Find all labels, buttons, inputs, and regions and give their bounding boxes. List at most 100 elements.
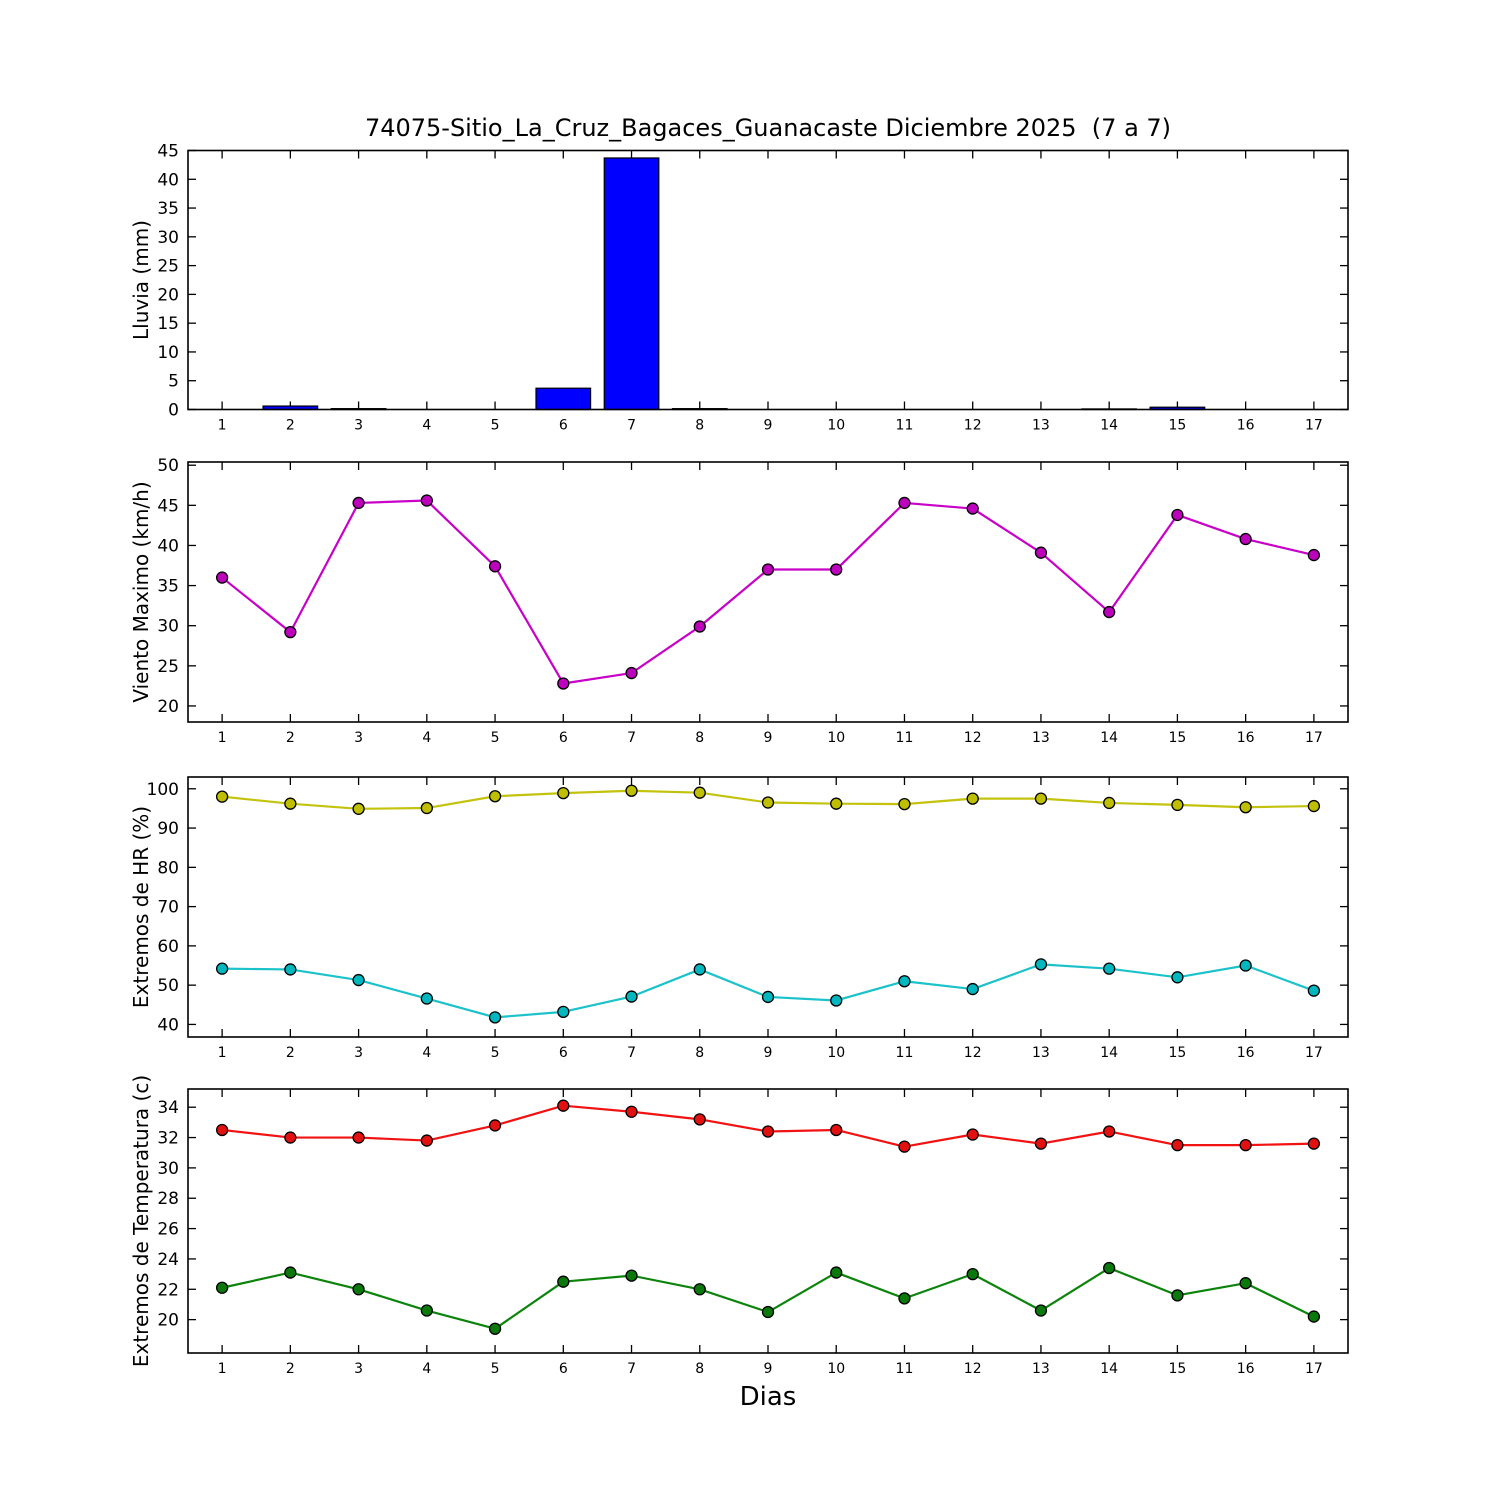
y-tick-label: 40 xyxy=(157,536,179,556)
viento-maximo-marker xyxy=(693,620,706,633)
viento-maximo-marker xyxy=(1103,605,1116,619)
x-tick-label: 10 xyxy=(827,1045,845,1061)
x-tick-label: 17 xyxy=(1305,1361,1323,1377)
viento-maximo-marker xyxy=(1034,546,1048,559)
x-tick-label: 9 xyxy=(764,418,773,434)
y-tick-label: 24 xyxy=(157,1250,179,1270)
x-tick-label: 14 xyxy=(1100,1361,1118,1377)
temperatura-maxima-series xyxy=(215,1099,1321,1153)
hr-maxima-marker xyxy=(488,790,502,803)
x-tick-label: 8 xyxy=(695,1361,704,1377)
y-tick-label: 22 xyxy=(157,1280,179,1300)
temperatura-minima-line xyxy=(221,1266,1315,1330)
x-tick-label: 17 xyxy=(1305,730,1323,746)
viento-maximo-marker xyxy=(1171,508,1184,522)
x-tick-label: 4 xyxy=(422,418,431,434)
bar-dia-6 xyxy=(535,387,592,411)
hr-maxima-marker xyxy=(625,784,638,797)
temperatura-minima-marker xyxy=(830,1266,843,1279)
viento-maximo-marker xyxy=(488,560,502,573)
y-tick-label: 40 xyxy=(157,1015,179,1035)
y-tick-label: 26 xyxy=(157,1220,179,1240)
x-tick-label: 10 xyxy=(827,1361,845,1377)
x-tick-label: 6 xyxy=(559,1361,568,1377)
x-tick-label: 17 xyxy=(1305,1045,1323,1061)
hr-maxima-marker xyxy=(1034,792,1048,805)
x-tick-label: 4 xyxy=(422,730,431,746)
temperatura-minima-marker xyxy=(1103,1261,1116,1275)
hr-minima-marker xyxy=(488,1011,502,1024)
temperatura-maxima-marker xyxy=(284,1131,297,1144)
y-ticks-1: 20 25 30 35 40 45 50 xyxy=(157,456,1348,717)
temperatura-maxima-marker xyxy=(1103,1125,1116,1138)
y-ticks-3: 20 22 24 26 28 30 32 34 xyxy=(157,1098,1348,1331)
temperatura-maxima-marker xyxy=(1171,1138,1184,1152)
x-tick-label: 2 xyxy=(286,730,295,746)
temperatura-maxima-marker xyxy=(1034,1137,1048,1150)
temperatura-maxima-marker xyxy=(420,1134,433,1147)
hr-maxima-marker xyxy=(557,786,570,800)
x-tick-label: 13 xyxy=(1032,1045,1050,1061)
viento-maximo-marker xyxy=(761,563,775,576)
y-tick-label: 15 xyxy=(157,314,179,334)
hr-minima-marker xyxy=(966,982,979,996)
hr-maxima-marker xyxy=(352,802,365,815)
hr-minima-marker xyxy=(215,962,229,975)
y-axis-label-hr: Extremos de HR (%) xyxy=(129,805,153,1009)
x-ticks-2: 1 2 3 4 5 6 7 8 9 10 11 12 13 14 15 16 17 xyxy=(218,777,1323,1061)
viento-maximo-marker xyxy=(1307,548,1321,562)
hr-minima-marker xyxy=(625,990,638,1003)
temperatura-minima-marker xyxy=(557,1275,570,1288)
x-tick-label: 7 xyxy=(627,418,636,434)
x-tick-label: 9 xyxy=(764,730,773,746)
hr-maxima-marker xyxy=(966,792,979,805)
hr-maxima-marker xyxy=(761,796,775,809)
temperatura-maxima-marker xyxy=(488,1119,502,1132)
temperatura-minima-marker xyxy=(966,1267,979,1281)
y-tick-label: 20 xyxy=(157,1311,179,1331)
x-tick-label: 13 xyxy=(1032,1361,1050,1377)
x-tick-label: 16 xyxy=(1237,1045,1255,1061)
hr-minima-series xyxy=(215,958,1321,1024)
hr-maxima-marker xyxy=(1307,799,1321,813)
x-tick-label: 15 xyxy=(1168,730,1186,746)
hr-minima-marker xyxy=(420,992,433,1005)
x-tick-label: 10 xyxy=(827,730,845,746)
y-tick-label: 90 xyxy=(157,819,179,839)
y-tick-label: 70 xyxy=(157,898,179,918)
x-axis-label: Dias xyxy=(739,1382,797,1412)
y-tick-label: 34 xyxy=(157,1098,179,1118)
x-tick-label: 7 xyxy=(627,1361,636,1377)
y-ticks-0: 0 5 10 15 20 25 30 35 40 45 xyxy=(157,142,1348,421)
y-axis-label-lluvia: Lluvia (mm) xyxy=(129,220,153,340)
y-tick-label: 32 xyxy=(157,1129,179,1149)
x-tick-label: 3 xyxy=(354,1361,363,1377)
x-tick-label: 17 xyxy=(1305,418,1323,434)
temperatura-minima-marker xyxy=(284,1266,297,1279)
x-tick-label: 12 xyxy=(964,1361,982,1377)
x-tick-label: 11 xyxy=(896,1045,914,1061)
y-tick-label: 45 xyxy=(157,496,179,516)
viento-maximo-marker xyxy=(1239,532,1252,546)
y-tick-label: 20 xyxy=(157,697,179,717)
x-tick-label: 11 xyxy=(896,418,914,434)
y-tick-label: 25 xyxy=(157,257,179,277)
viento-maximo-marker xyxy=(966,502,979,515)
viento-maximo-marker xyxy=(352,496,365,510)
y-tick-label: 30 xyxy=(157,1159,179,1179)
viento-maximo-marker xyxy=(557,677,570,690)
x-tick-label: 13 xyxy=(1032,418,1050,434)
temperatura-maxima-marker xyxy=(625,1105,638,1118)
temperatura-maxima-marker xyxy=(1239,1138,1252,1152)
x-tick-label: 5 xyxy=(491,1361,500,1377)
viento-maximo-marker xyxy=(898,496,911,510)
temperatura-minima-series xyxy=(215,1261,1321,1335)
y-tick-label: 60 xyxy=(157,937,179,957)
x-tick-label: 1 xyxy=(218,1361,227,1377)
temperatura-maxima-marker xyxy=(761,1125,775,1138)
subplot-0: 1 2 3 4 5 6 7 8 9 10 11 12 13 14 15 16 17051015202530354… xyxy=(157,142,1349,434)
hr-maxima-marker xyxy=(1103,796,1116,810)
temperatura-minima-marker xyxy=(761,1305,775,1319)
